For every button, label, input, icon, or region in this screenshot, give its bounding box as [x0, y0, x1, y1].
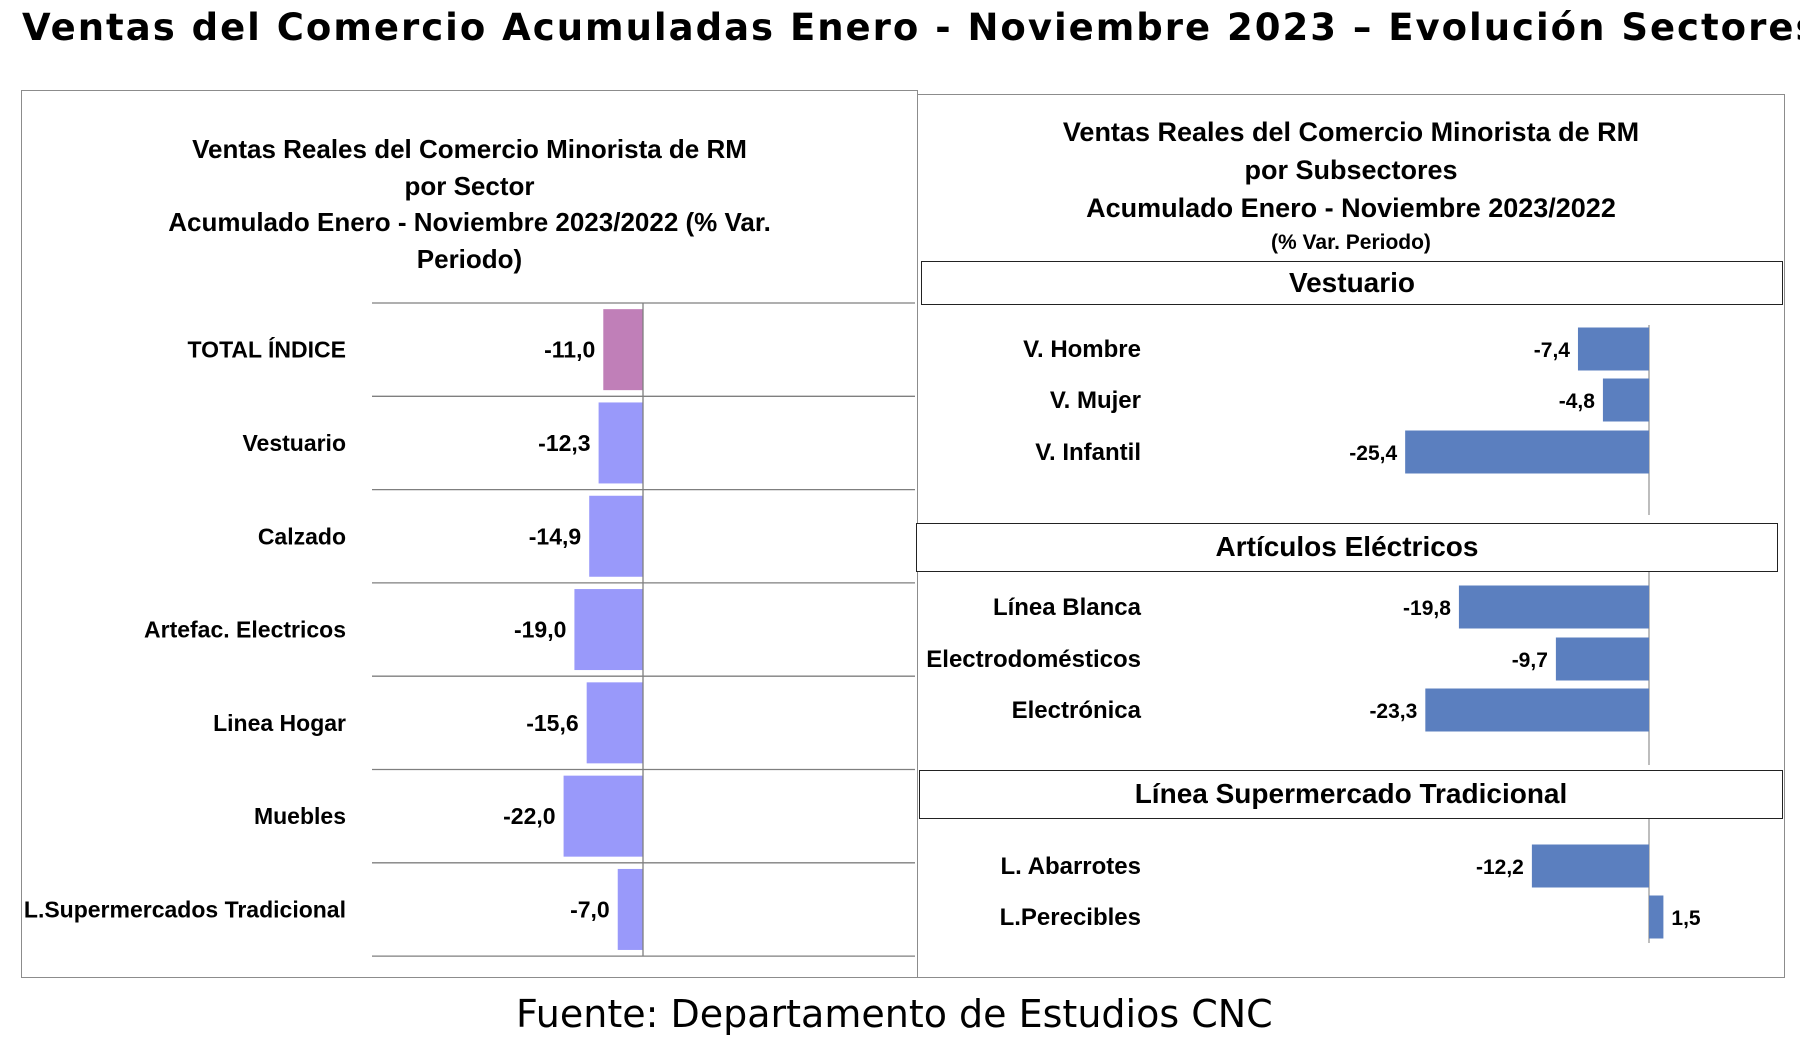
subsector-chart-title-line: Ventas Reales del Comercio Minorista de … [1062, 117, 1640, 147]
bar [563, 775, 643, 857]
sector-chart-title-line: Acumulado Enero - Noviembre 2023/2022 (%… [168, 207, 771, 237]
bar [1405, 430, 1649, 474]
data-label: -12,3 [538, 430, 590, 456]
category-label: V. Mujer [1050, 387, 1141, 414]
bar [598, 402, 643, 484]
category-label: Vestuario [242, 430, 346, 456]
data-label: -12,2 [1476, 856, 1524, 879]
sector-chart-title-line: Periodo) [416, 243, 523, 274]
category-label: L. Abarrotes [1001, 853, 1141, 880]
data-label: -7,0 [570, 896, 610, 922]
sector-chart-title-line: Ventas Reales del Comercio Minorista de … [192, 134, 747, 164]
bar [1555, 637, 1649, 681]
data-label: -7,4 [1534, 339, 1571, 362]
category-label: V. Infantil [1035, 439, 1141, 466]
sector-chart-title: Ventas Reales del Comercio Minorista de … [22, 131, 917, 277]
category-label: TOTAL ÍNDICE [188, 336, 346, 363]
data-label: -22,0 [503, 803, 555, 829]
bar [1425, 688, 1649, 732]
sector-bar-chart: -11,0 TOTAL ÍNDICE -12,3 Vestuario -14,9 Calz… [24, 302, 915, 957]
bar [1458, 585, 1649, 629]
bar [1577, 327, 1649, 371]
subsector-bar-chart: -7,4 V. Hombre -4,8 V. Mujer -25,4 V. Infanti… [926, 325, 1701, 943]
category-label: L.Perecibles [1000, 904, 1141, 931]
subsector-chart-title-line: por Subsectores [1244, 155, 1458, 185]
category-label: Artefac. Electricos [144, 617, 346, 643]
subsector-chart-panel: Ventas Reales del Comercio Minorista de … [916, 94, 1785, 978]
bar [617, 868, 643, 950]
group-header-supermercado: Línea Supermercado Tradicional [919, 770, 1783, 819]
data-label: -4,8 [1559, 390, 1596, 413]
data-label: -14,9 [529, 523, 581, 549]
data-label: -15,6 [526, 710, 578, 736]
category-label: L.Supermercados Tradicional [24, 896, 346, 922]
subsector-chart-title: Ventas Reales del Comercio Minorista de … [918, 113, 1784, 259]
subsector-chart-title-line: Acumulado Enero - Noviembre 2023/2022 [1086, 193, 1616, 223]
bar [1531, 844, 1649, 888]
bar [589, 495, 643, 577]
group-header-articulos-electricos: Artículos Eléctricos [916, 523, 1778, 572]
bar [603, 309, 643, 391]
category-label: Linea Hogar [213, 710, 346, 736]
data-label: 1,5 [1671, 907, 1701, 930]
bar [574, 589, 643, 671]
category-label: Línea Blanca [993, 594, 1142, 621]
data-label: -9,7 [1512, 649, 1548, 672]
data-label: -19,8 [1403, 597, 1451, 620]
sector-chart-title-line: por Sector [404, 170, 535, 201]
category-label: V. Hombre [1023, 336, 1141, 363]
page-title: Ventas del Comercio Acumuladas Enero - N… [22, 6, 1800, 49]
data-label: -19,0 [514, 617, 566, 643]
subsector-chart-subtitle: (% Var. Periodo) [1271, 231, 1431, 254]
bar [1649, 895, 1664, 939]
group-header-vestuario: Vestuario [921, 261, 1783, 305]
category-label: Electrónica [1012, 697, 1142, 724]
data-label: -25,4 [1349, 442, 1397, 465]
data-label: -23,3 [1369, 700, 1417, 723]
data-label: -11,0 [544, 337, 595, 363]
bar [586, 682, 643, 764]
category-label: Calzado [258, 523, 346, 549]
category-label: Muebles [254, 803, 346, 829]
category-label: Electrodomésticos [926, 646, 1141, 673]
sector-chart-panel: Ventas Reales del Comercio Minorista de … [21, 90, 918, 978]
source-note: Fuente: Departamento de Estudios CNC [516, 992, 1273, 1036]
bar [1602, 378, 1649, 422]
